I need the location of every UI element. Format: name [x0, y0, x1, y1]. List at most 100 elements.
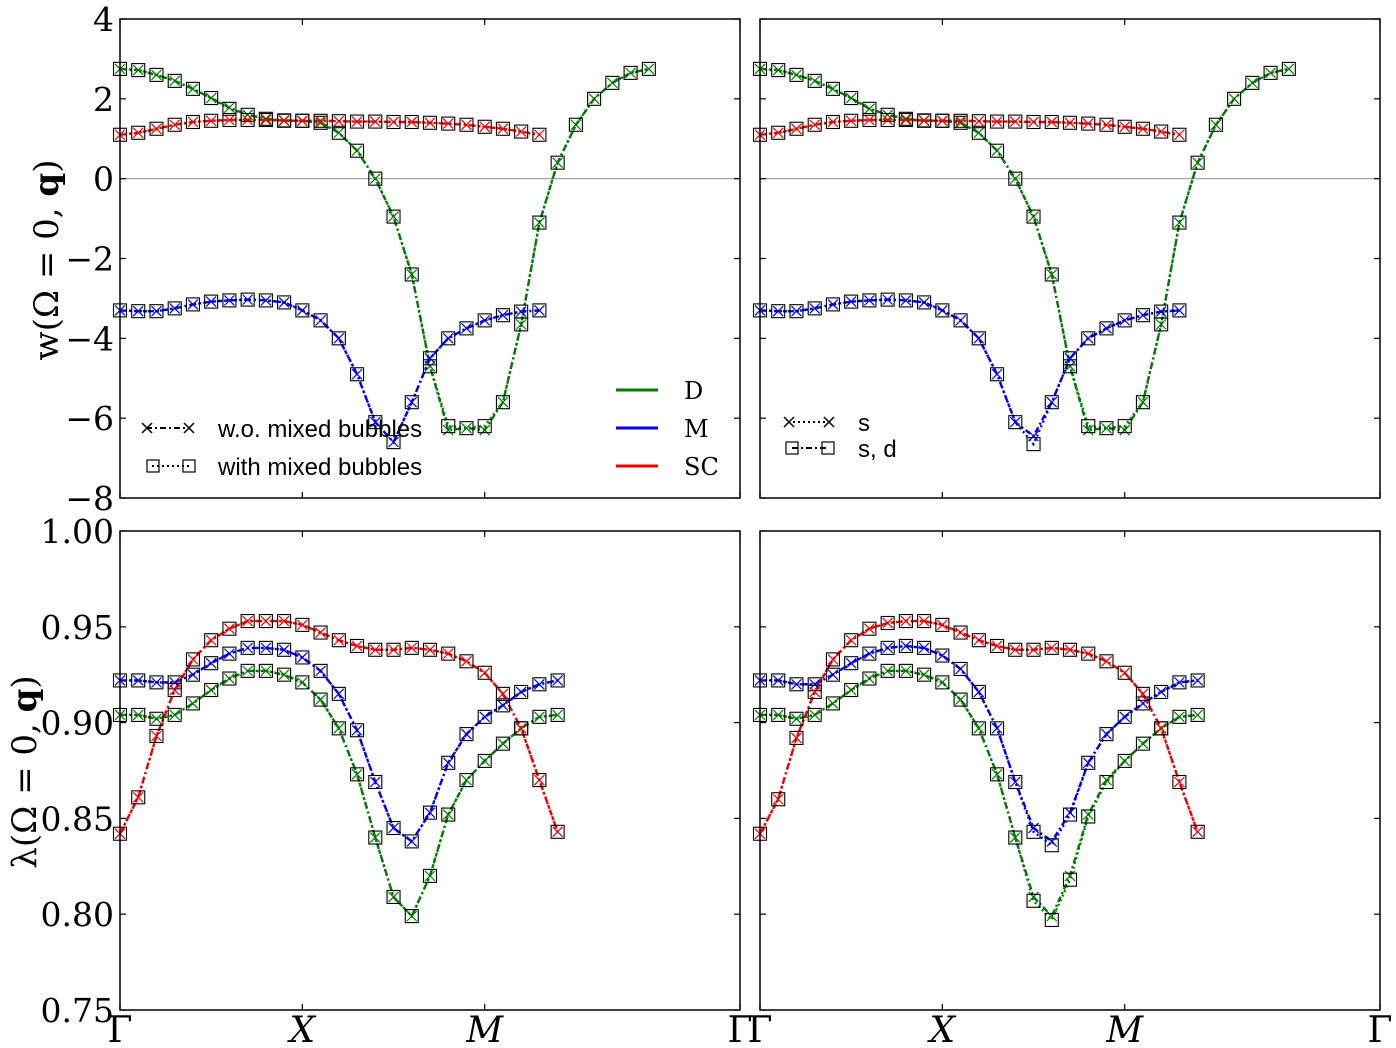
bottom-left-marker-x-SC-3	[169, 684, 181, 696]
bottom-right-marker-square-M-7	[880, 640, 895, 655]
top-right-marker-square-M-10	[935, 303, 950, 318]
top-right-marker-square-M-12	[971, 331, 986, 346]
bottom-left-ytick-label-2: 0.85	[41, 799, 114, 838]
top-right-marker-x-SC-20	[1119, 121, 1131, 133]
top-left-marker-x-SC-18	[442, 118, 454, 130]
bottom-right-marker-square-D-12	[971, 721, 986, 736]
top-right-marker-x-M-12	[973, 332, 985, 344]
bottom-left-marker-square-M-15	[386, 820, 401, 836]
bottom-left-marker-x-M-17	[424, 807, 436, 819]
top-right-marker-square-M-15	[1026, 437, 1041, 452]
bottom-left-marker-x-D-18	[442, 809, 454, 820]
bottom-left-marker-x-M-20	[479, 711, 491, 723]
legend-style-marker-1b	[182, 459, 196, 473]
bottom-left-marker-x-D-5	[205, 684, 217, 696]
top-left-marker-square-M-17	[422, 351, 438, 366]
bottom-right-marker-x-M-15	[1028, 822, 1039, 834]
bottom-right-marker-x-SC-1	[772, 793, 784, 805]
top-right-marker-x-SC-1	[772, 127, 784, 139]
top-left-ytick-label-0: −8	[65, 479, 114, 518]
top-right-marker-square-SC-1	[771, 125, 786, 140]
legend-channel-label-D: D	[684, 377, 703, 405]
legend-top-right: s s, d	[783, 410, 897, 463]
top-right-marker-x-D-27	[1246, 77, 1258, 89]
bottom-right-marker-x-D-6	[863, 673, 875, 684]
top-right-marker-x-D-3	[809, 75, 821, 87]
top-right-marker-square-SC-13	[990, 114, 1005, 129]
top-right-marker-square-M-9	[917, 295, 932, 310]
top-right-marker-square-M-21	[1135, 308, 1150, 323]
bottom-right-marker-square-D-19	[1099, 774, 1114, 790]
top-right-marker-x-D-15	[1028, 211, 1039, 223]
top-right-marker-x-SC-13	[991, 116, 1003, 128]
bottom-left-marker-x-M-23	[533, 678, 545, 690]
bottom-left-marker-square-SC-6	[222, 621, 237, 636]
bottom-right-marker-square-D-16	[1044, 912, 1059, 927]
bottom-right-marker-x-D-16	[1046, 910, 1058, 922]
bottom-left-marker-square-M-19	[459, 727, 474, 742]
bottom-left-frame	[119, 530, 741, 1011]
bottom-right-marker-square-SC-10	[935, 617, 950, 632]
top-right-marker-x-SC-8	[900, 114, 912, 126]
bottom-right-marker-square-SC-8	[898, 614, 913, 629]
top-left-marker-x-D-17	[424, 360, 436, 372]
bottom-left-xtick-label-3: Γ	[728, 1010, 753, 1048]
top-right-marker-square-SC-7	[880, 112, 895, 128]
bottom-left-marker-x-SC-15	[388, 644, 399, 656]
top-right-marker-square-M-19	[1099, 321, 1114, 336]
legend-tr-label-1: s, d	[858, 436, 897, 463]
top-left-ytick-label-2: −4	[65, 319, 114, 358]
bottom-right-marker-x-M-3	[809, 678, 821, 690]
bottom-left-marker-square-M-3	[167, 675, 182, 690]
top-left-marker-x-SC-21	[497, 123, 509, 135]
top-right-marker-square-D-29	[1281, 61, 1296, 76]
bottom-left-marker-x-M-4	[187, 669, 199, 681]
bottom-right-marker-square-M-5	[844, 656, 859, 671]
top-left-marker-x-M-7	[242, 294, 254, 306]
bottom-right-marker-square-D-2	[789, 711, 804, 726]
bottom-right-marker-x-M-23	[1173, 676, 1185, 688]
top-right-marker-square-D-4	[825, 81, 840, 96]
top-right-marker-x-D-21	[1137, 396, 1149, 408]
bottom-right-marker-x-M-2	[791, 678, 802, 690]
top-row-ylabel: w(Ω = 0, q)	[27, 160, 67, 361]
top-left-marker-square-SC-14	[368, 114, 383, 129]
bottom-right-marker-square-D-4	[825, 696, 840, 711]
top-left-marker-square-SC-23	[532, 127, 547, 142]
bottom-right-marker-x-D-20	[1119, 755, 1131, 767]
bottom-left-marker-x-SC-2	[151, 730, 162, 742]
bottom-right-marker-square-M-12	[971, 684, 986, 699]
bottom-right-marker-x-M-10	[936, 650, 948, 661]
top-left-marker-square-D-5	[204, 90, 219, 106]
top-right-marker-square-SC-4	[825, 114, 840, 130]
top-right-marker-square-D-17	[1062, 359, 1078, 374]
bottom-right-marker-x-D-13	[991, 768, 1003, 780]
bottom-left-marker-x-D-13	[351, 768, 363, 780]
top-right-marker-x-M-21	[1137, 309, 1149, 321]
top-left-marker-square-SC-19	[459, 117, 474, 132]
bottom-left-marker-x-M-13	[351, 724, 363, 736]
bottom-right-marker-x-D-23	[1173, 711, 1185, 723]
bottom-right-marker-x-M-19	[1101, 728, 1112, 740]
top-left-marker-square-D-21	[495, 395, 510, 410]
legend-style-label-1: with mixed bubbles	[217, 454, 422, 481]
bottom-right-marker-x-SC-23	[1173, 776, 1185, 788]
top-left-marker-square-D-25	[568, 117, 583, 132]
bottom-left-marker-x-D-19	[461, 774, 472, 786]
top-right-marker-x-SC-19	[1101, 119, 1112, 131]
top-right-marker-square-SC-9	[917, 113, 932, 128]
bottom-left-marker-x-M-8	[260, 642, 272, 654]
bottom-right-marker-x-D-8	[900, 665, 912, 677]
bottom-right-marker-square-M-16	[1044, 838, 1059, 853]
bottom-right-marker-square-SC-6	[862, 621, 877, 636]
panel-frames-layer	[119, 18, 1381, 1011]
bottom-right-marker-square-D-18	[1081, 809, 1096, 824]
bottom-left-marker-square-D-14	[368, 830, 383, 845]
top-left-marker-square-M-13	[350, 367, 365, 382]
bottom-right-marker-square-D-10	[935, 675, 950, 690]
top-left-marker-x-D-8	[260, 113, 272, 125]
top-right-marker-square-M-13	[990, 367, 1005, 382]
series-lines-layer	[118, 67, 1290, 923]
bottom-left-marker-square-D-17	[422, 868, 438, 883]
